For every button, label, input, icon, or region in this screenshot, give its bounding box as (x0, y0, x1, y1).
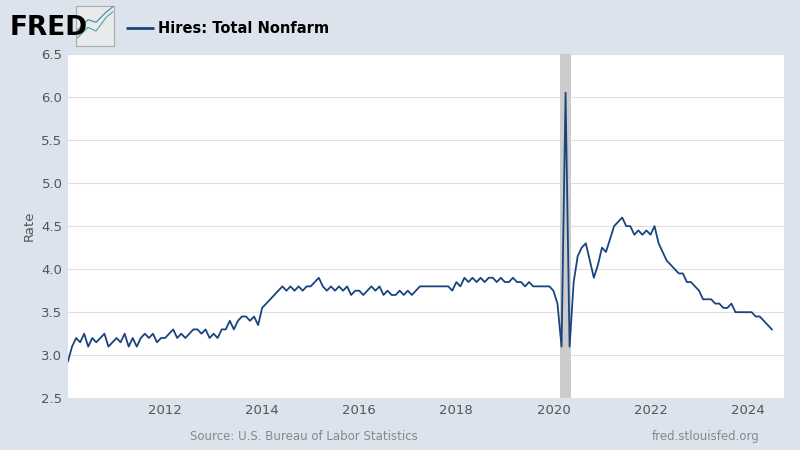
Y-axis label: Rate: Rate (22, 211, 36, 241)
Text: fred.stlouisfed.org: fred.stlouisfed.org (652, 430, 760, 443)
Bar (560, 54, 571, 398)
Text: Hires: Total Nonfarm: Hires: Total Nonfarm (158, 21, 329, 36)
Text: Source: U.S. Bureau of Labor Statistics: Source: U.S. Bureau of Labor Statistics (190, 430, 418, 443)
Text: FRED: FRED (10, 15, 88, 41)
FancyBboxPatch shape (76, 6, 114, 45)
